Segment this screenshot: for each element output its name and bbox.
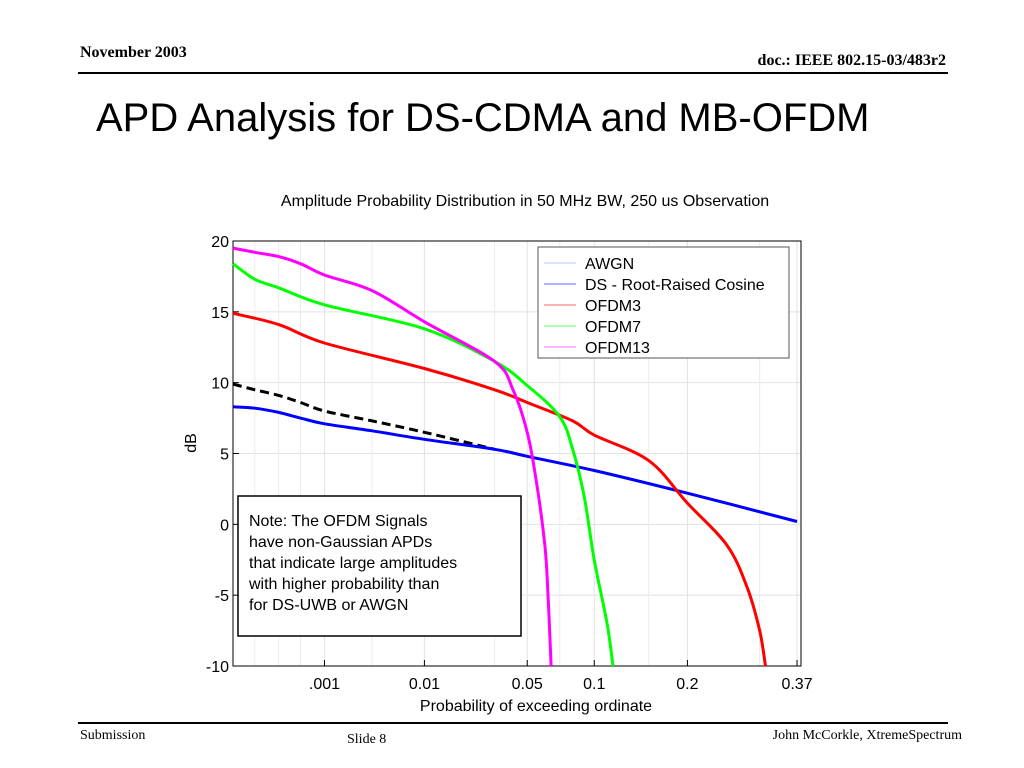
x-tick-label: 0.2	[676, 676, 698, 693]
note-line-1: Note: The OFDM Signals	[249, 513, 427, 530]
y-tick-label: 5	[220, 447, 229, 464]
note-line-2: have non-Gaussian APDs	[249, 534, 432, 551]
x-axis-label: Probability of exceeding ordinate	[420, 698, 652, 715]
header-date: November 2003	[80, 44, 187, 61]
x-tick-label: 0.05	[512, 676, 543, 693]
footer-submission: Submission	[80, 728, 146, 743]
legend-label: OFDM3	[585, 298, 641, 315]
x-tick-label: 0.01	[409, 676, 440, 693]
series-line	[232, 311, 767, 667]
y-tick-label: 20	[211, 234, 229, 251]
x-axis-ticks: .001 0.01 0.05 0.1 0.2 0.37	[309, 660, 813, 693]
footer-rule	[78, 722, 948, 724]
y-tick-label: 15	[211, 305, 229, 322]
y-tick-label: -10	[206, 659, 229, 676]
chart-series	[232, 246, 798, 667]
x-tick-label: 0.1	[583, 676, 605, 693]
legend-label: OFDM7	[585, 319, 641, 336]
slide-title: APD Analysis for DS-CDMA and MB-OFDM	[96, 96, 870, 140]
legend-items: AWGN DS - Root-Raised Cosine OFDM3 OFDM7 OFD…	[544, 256, 765, 357]
note-frame	[237, 495, 522, 637]
y-tick-label: -5	[215, 588, 229, 605]
header-rule	[78, 72, 948, 74]
series-line	[232, 246, 553, 667]
legend-label: DS - Root-Raised Cosine	[585, 277, 765, 294]
x-tick-label: 0.37	[781, 676, 812, 693]
legend: AWGN DS - Root-Raised Cosine OFDM3 OFDM7 OFD…	[537, 246, 790, 359]
header-doc-id: doc.: IEEE 802.15-03/483r2	[757, 52, 946, 69]
note-line-3: that indicate large amplitudes	[249, 555, 457, 572]
y-tick-label: 10	[211, 376, 229, 393]
series-line	[232, 405, 798, 523]
chart-title: Amplitude Probability Distribution in 50…	[281, 193, 769, 210]
footer-author: John McCorkle, XtremeSpectrum	[772, 728, 962, 743]
note-line-5: for DS-UWB or AWGN	[249, 597, 408, 614]
y-axis-label: dB	[183, 433, 200, 453]
y-axis-ticks: 20 15 10 5 0 -5 -10	[206, 234, 239, 676]
x-tick-label: .001	[309, 676, 340, 693]
footer-slide-number: Slide 8	[347, 732, 387, 747]
note-line-4: with higher probability than	[248, 576, 439, 593]
series-line	[232, 382, 495, 451]
note-box: Note: The OFDM Signals have non-Gaussian…	[237, 495, 522, 637]
legend-label: AWGN	[585, 256, 634, 273]
y-tick-label: 0	[220, 517, 229, 534]
series-line	[232, 262, 615, 667]
legend-label: OFDM13	[585, 340, 650, 357]
legend-box	[537, 246, 790, 359]
